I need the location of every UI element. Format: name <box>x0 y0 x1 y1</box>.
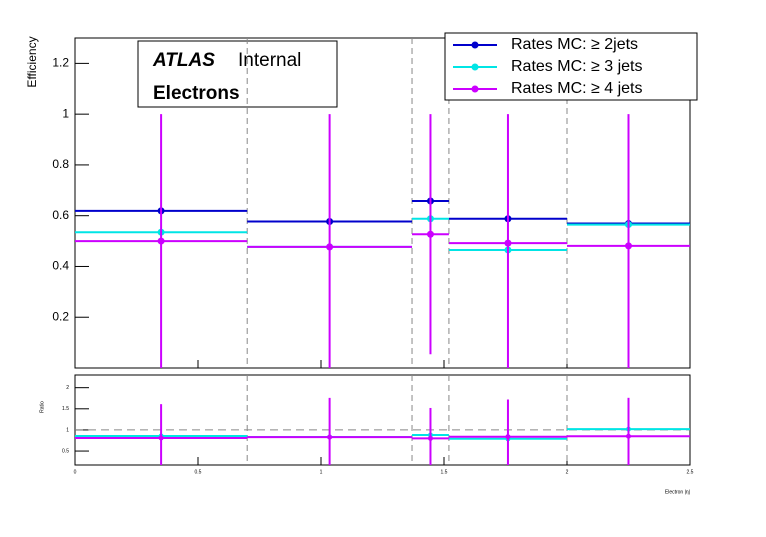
data-point <box>505 434 511 440</box>
y-tick-label: 1.5 <box>62 406 69 412</box>
legend-label: Rates MC: ≥ 4 jets <box>511 80 642 97</box>
y-tick-label: 2 <box>66 385 69 391</box>
electrons-label: Electrons <box>153 83 240 104</box>
label-box <box>137 40 338 108</box>
y-tick-label: 0.5 <box>62 448 69 454</box>
ratio-y-axis-label: Ratio <box>39 401 45 413</box>
x-tick-label: 1.5 <box>441 469 448 475</box>
plot-frame <box>74 37 691 369</box>
data-point <box>157 237 165 245</box>
x-tick-label: 1 <box>320 469 323 475</box>
y-tick-label: 0.2 <box>52 309 69 323</box>
legend-marker <box>471 85 479 93</box>
data-point <box>327 434 333 440</box>
y-tick-label: 1.2 <box>52 56 69 70</box>
x-tick-label: 2.5 <box>687 469 694 475</box>
atlas-label: ATLAS <box>152 50 215 71</box>
y-tick-label: 0.4 <box>52 259 69 273</box>
legend-label: Rates MC: ≥ 2jets <box>511 36 638 53</box>
y-tick-label: 1 <box>66 427 69 433</box>
y-tick-label: 0.8 <box>52 157 69 171</box>
x-tick-label: 2 <box>566 469 569 475</box>
y-axis-label: Efficiency <box>25 36 39 87</box>
legend-label: Rates MC: ≥ 3 jets <box>511 58 642 75</box>
x-axis-label: Electron |η| <box>665 489 690 495</box>
y-tick-label: 0.6 <box>52 208 69 222</box>
data-point <box>625 242 632 250</box>
legend-marker <box>471 63 479 71</box>
data-point <box>427 435 433 441</box>
y-tick-label: 1 <box>62 106 69 120</box>
data-point <box>326 243 334 251</box>
internal-label: Internal <box>238 50 301 71</box>
data-point <box>626 433 631 439</box>
data-point <box>426 230 434 238</box>
plot-frame <box>74 374 691 466</box>
data-point <box>504 239 512 247</box>
x-tick-label: 0 <box>74 469 77 475</box>
x-tick-label: 0.5 <box>195 469 202 475</box>
legend-marker <box>471 41 479 49</box>
data-point <box>158 435 164 441</box>
